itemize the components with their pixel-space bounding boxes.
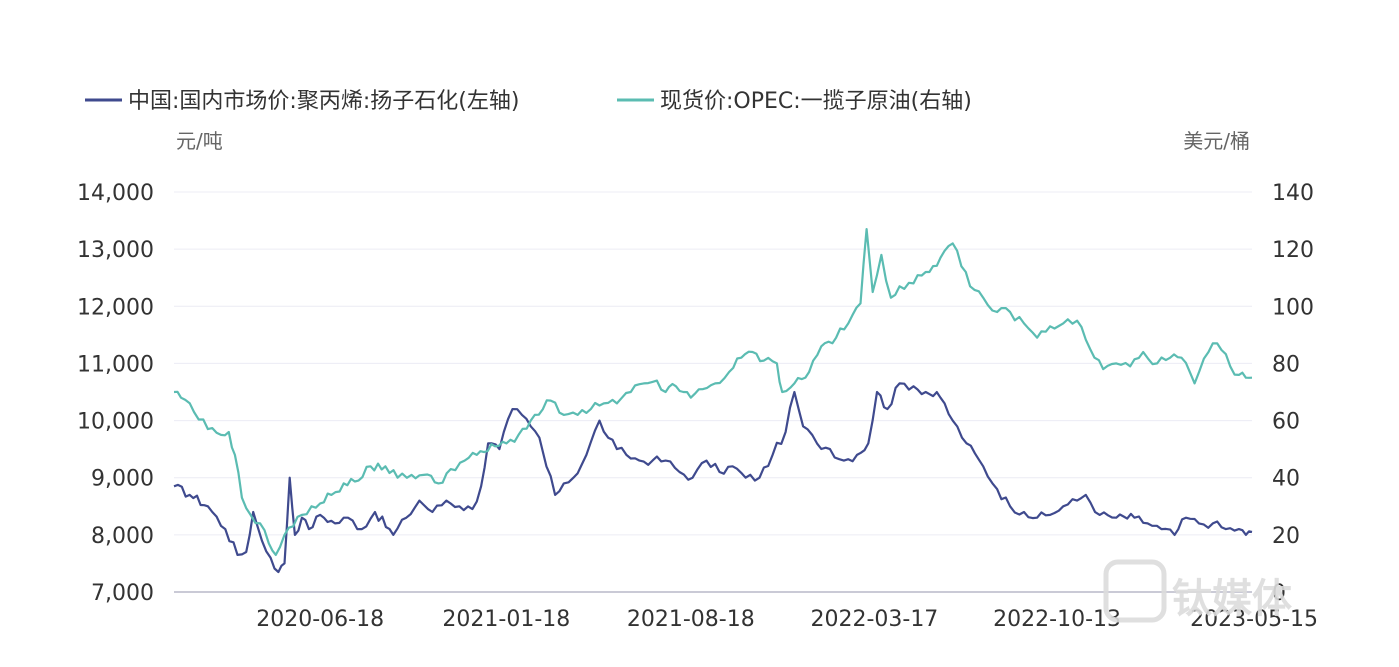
legend-label-polypropylene: 中国:国内市场价:聚丙烯:扬子石化(左轴) bbox=[128, 89, 519, 114]
legend-item-polypropylene[interactable]: 中国:国内市场价:聚丙烯:扬子石化(左轴) bbox=[85, 89, 519, 114]
right-axis-tick-label: 120 bbox=[1272, 238, 1314, 263]
series-line-opec-crude bbox=[173, 228, 1253, 556]
right-axis-tick-label: 20 bbox=[1272, 524, 1300, 549]
legend-item-opec-crude[interactable]: 现货价:OPEC:一揽子原油(右轴) bbox=[617, 89, 972, 114]
left-axis-unit: 元/吨 bbox=[176, 129, 223, 153]
left-axis-ticks: 7,000 8,000 9,000 10,000 11,000 12,000 13,000 1… bbox=[77, 181, 154, 606]
x-axis-tick-label: 2022-03-17 bbox=[810, 607, 938, 632]
series-line-polypropylene bbox=[173, 382, 1253, 574]
left-axis-tick-label: 13,000 bbox=[77, 238, 154, 263]
left-axis-tick-label: 14,000 bbox=[77, 181, 154, 206]
left-axis-tick-label: 12,000 bbox=[77, 295, 154, 320]
right-axis-tick-label: 60 bbox=[1272, 410, 1300, 435]
left-axis-tick-label: 10,000 bbox=[77, 410, 154, 435]
left-axis-tick-label: 9,000 bbox=[91, 467, 154, 492]
right-axis-tick-label: 40 bbox=[1272, 467, 1300, 492]
left-axis-tick-label: 8,000 bbox=[91, 524, 154, 549]
x-axis-tick-label: 2021-01-18 bbox=[442, 607, 570, 632]
gridlines bbox=[174, 191, 1252, 536]
watermark: 钛媒体 bbox=[1103, 559, 1292, 623]
legend-label-opec-crude: 现货价:OPEC:一揽子原油(右轴) bbox=[660, 89, 972, 114]
x-axis-tick-label: 2023-05-15 bbox=[1190, 607, 1318, 632]
left-axis-tick-label: 11,000 bbox=[77, 352, 154, 377]
legend[interactable]: 中国:国内市场价:聚丙烯:扬子石化(左轴) 现货价:OPEC:一揽子原油(右轴) bbox=[85, 89, 972, 114]
x-axis-ticks: 2020-06-18 2021-01-18 2021-08-18 2022-03-17… bbox=[256, 607, 1318, 632]
right-axis-tick-label: 80 bbox=[1272, 352, 1300, 377]
watermark-text: 钛媒体 bbox=[1172, 576, 1292, 622]
watermark-logo-icon bbox=[1103, 559, 1167, 623]
right-axis-tick-label: 140 bbox=[1272, 181, 1314, 206]
right-axis-ticks: 0 20 40 60 80 100 120 140 bbox=[1272, 181, 1314, 606]
x-axis-tick-label: 2020-06-18 bbox=[256, 607, 384, 632]
right-axis-tick-label: 100 bbox=[1272, 295, 1314, 320]
right-axis-unit: 美元/桶 bbox=[1183, 129, 1250, 153]
left-axis-tick-label: 7,000 bbox=[91, 581, 154, 606]
x-axis-tick-label: 2021-08-18 bbox=[627, 607, 755, 632]
right-axis-tick-label: 0 bbox=[1272, 581, 1286, 606]
x-axis-tick-label: 2022-10-13 bbox=[993, 607, 1121, 632]
